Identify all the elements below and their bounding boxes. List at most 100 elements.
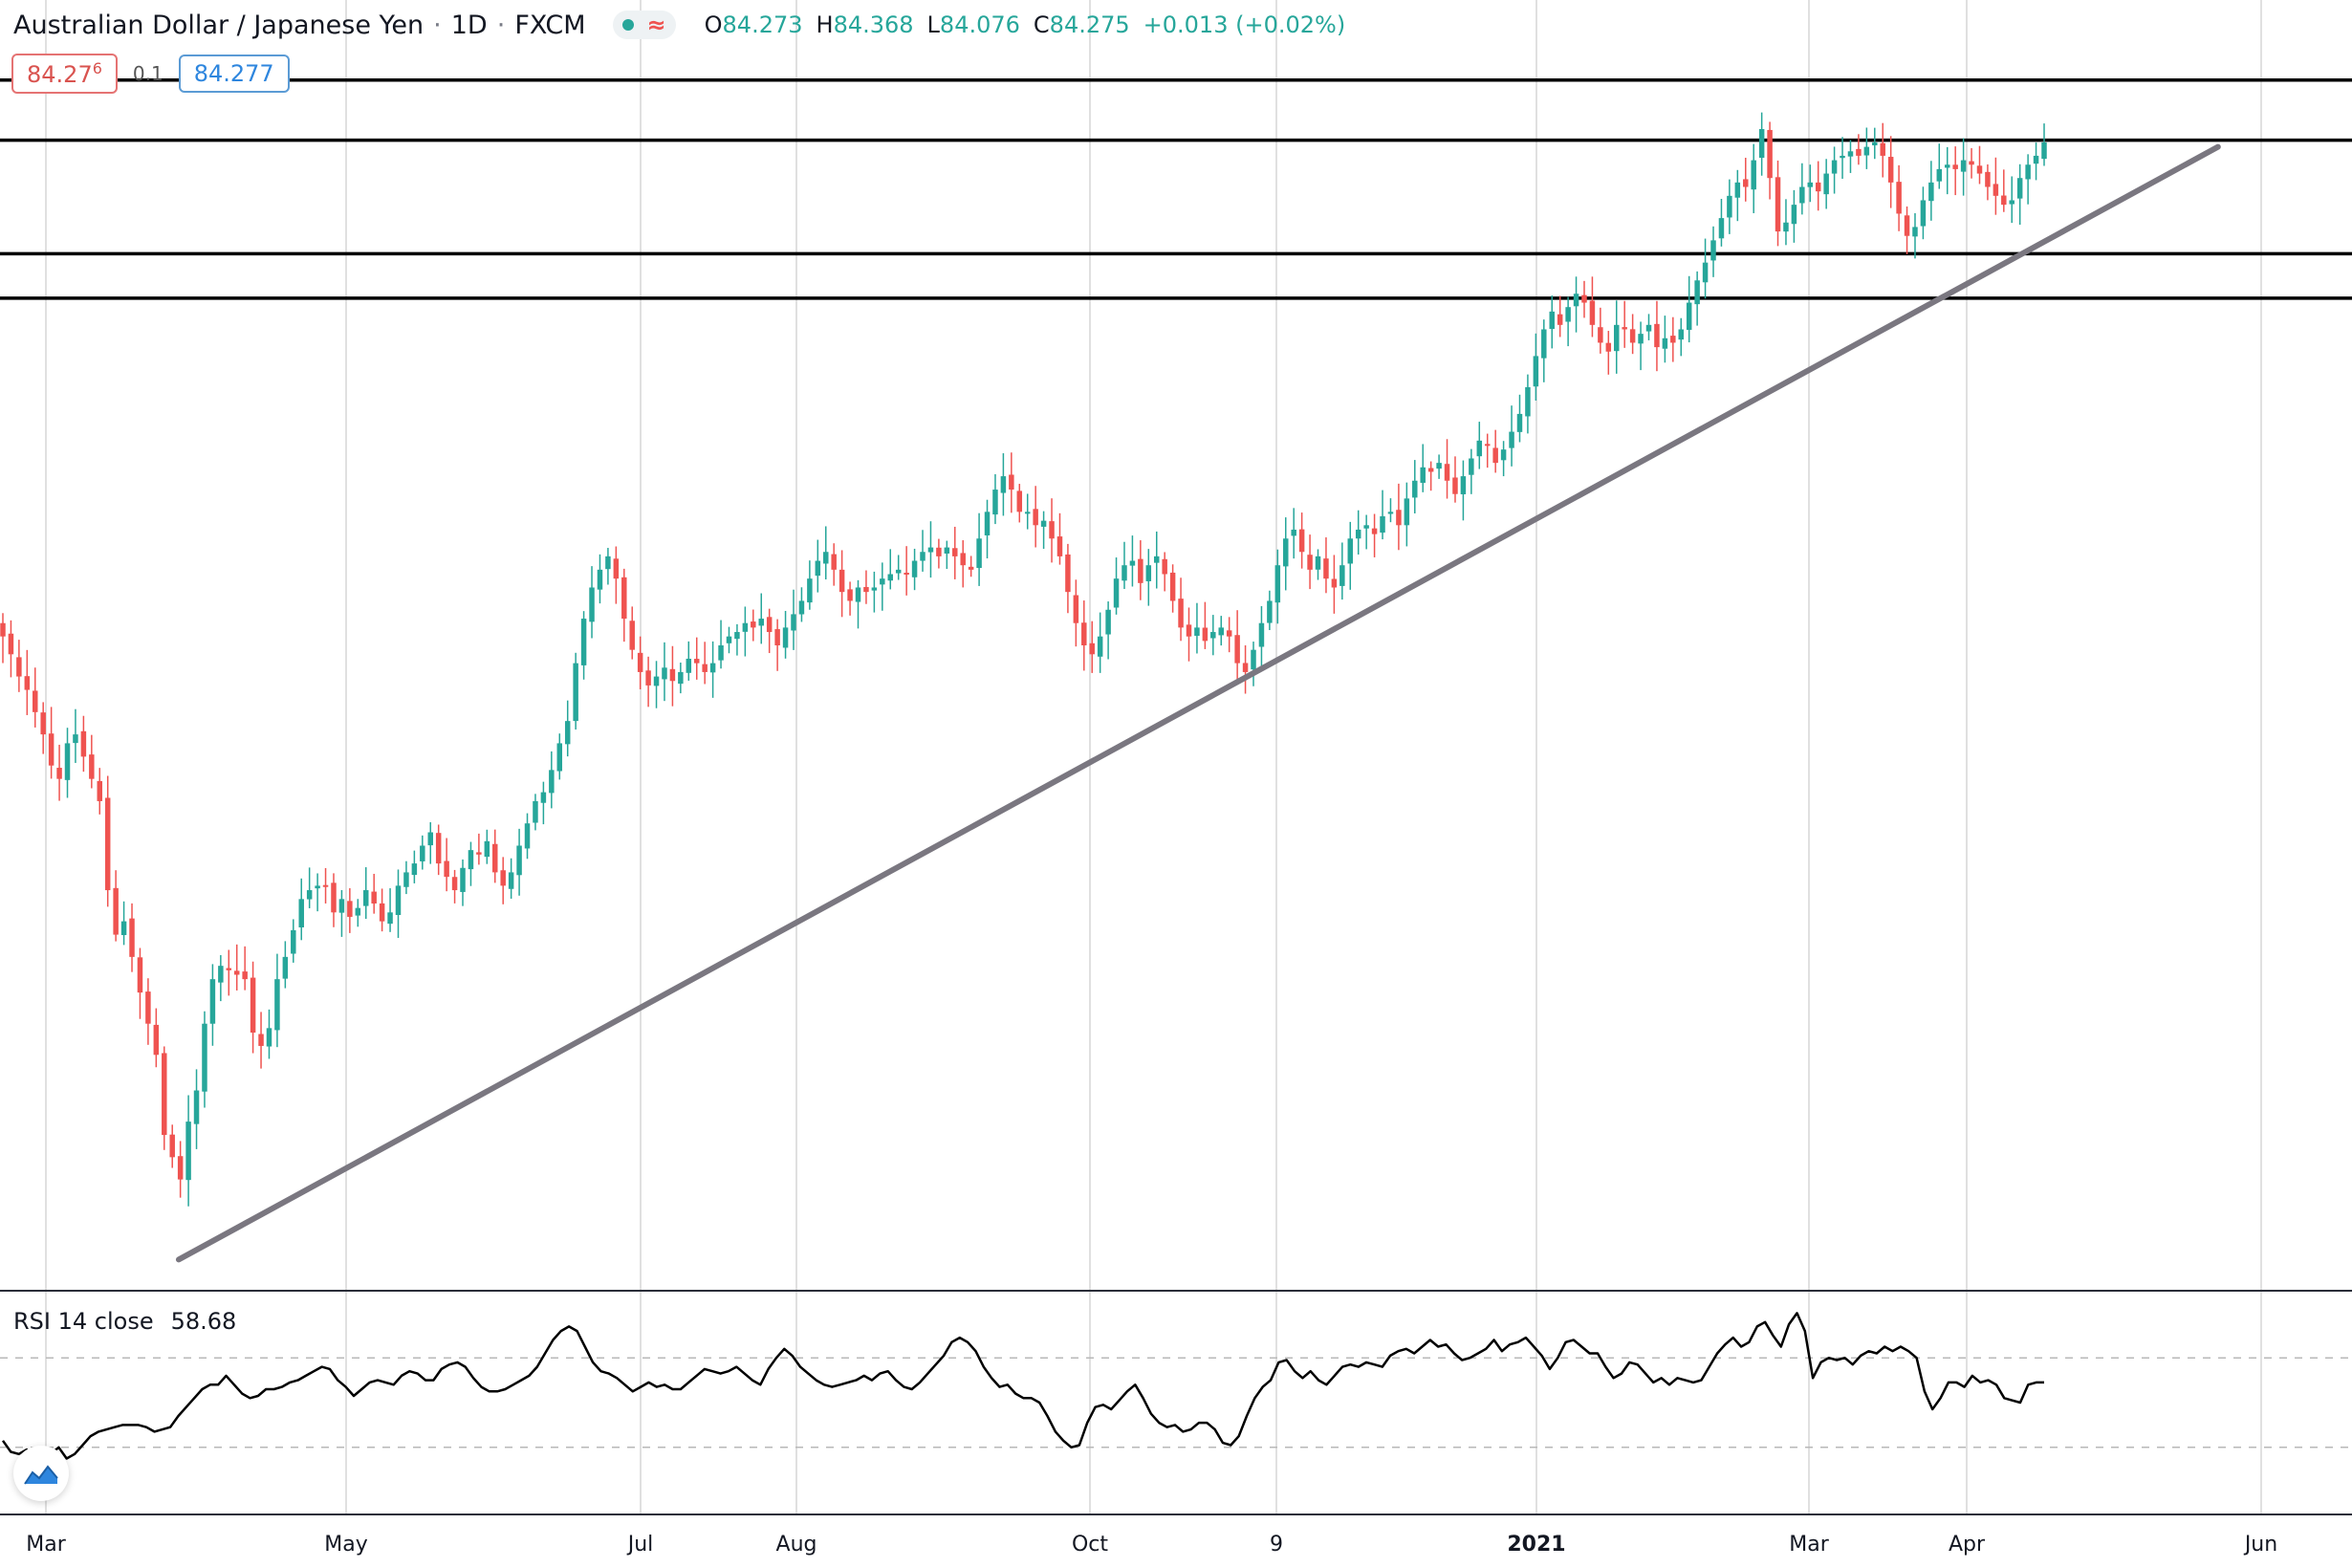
candle: [2001, 169, 2007, 212]
candle: [597, 554, 603, 604]
candle: [589, 566, 595, 639]
candle: [540, 781, 547, 825]
candle: [1516, 394, 1523, 443]
candle: [1896, 164, 1902, 231]
candle: [371, 873, 377, 914]
market-status-pill[interactable]: ≈: [612, 11, 676, 39]
candle: [1387, 498, 1394, 523]
candle: [1298, 512, 1305, 569]
time-axis[interactable]: Mar May Jul Aug Oct 9 2021 Mar Apr Jun: [26, 1533, 2277, 1557]
candle: [693, 637, 700, 680]
candle: [1856, 134, 1862, 165]
candle: [1169, 564, 1176, 613]
candle: [1758, 112, 1765, 176]
x-tick-label: 9: [1270, 1533, 1283, 1557]
candle: [1775, 160, 1781, 247]
candle: [1686, 275, 1692, 343]
tradingview-logo-icon[interactable]: [13, 1446, 69, 1501]
candle: [1436, 454, 1442, 479]
candle: [73, 708, 78, 763]
candle: [274, 953, 280, 1048]
candle: [1904, 206, 1910, 254]
candle: [1153, 531, 1160, 589]
buy-button[interactable]: 84.277: [178, 54, 290, 93]
candle: [331, 873, 337, 927]
candle: [718, 620, 724, 669]
candle: [774, 619, 780, 671]
candle: [1056, 512, 1063, 565]
ascending-trendline[interactable]: [175, 143, 2221, 1263]
candle: [880, 562, 885, 611]
rsi-label[interactable]: RSI 14 close: [13, 1308, 154, 1335]
candle: [838, 550, 845, 618]
candle: [1194, 602, 1200, 654]
candle: [855, 579, 861, 629]
candlestick-series: [0, 112, 2047, 1207]
candle: [1363, 514, 1369, 550]
candle: [1355, 510, 1361, 555]
trade-buttons: 84.276 0.1 84.277: [11, 54, 290, 94]
candle: [387, 888, 393, 932]
candle: [1113, 557, 1120, 615]
symbol-name[interactable]: Australian Dollar / Japanese Yen: [13, 10, 425, 40]
candle: [1710, 226, 1716, 277]
x-tick-label: Mar: [26, 1533, 66, 1557]
candle: [1186, 607, 1192, 662]
candle: [1016, 484, 1023, 523]
candle: [1081, 600, 1087, 671]
candle: [1952, 146, 1958, 196]
candle: [766, 608, 773, 654]
candle: [427, 821, 433, 864]
candle: [1783, 199, 1789, 246]
candle: [226, 949, 232, 996]
candle: [145, 978, 151, 1045]
candle: [662, 642, 667, 702]
candle: [89, 734, 95, 789]
candle: [782, 610, 789, 659]
candle: [944, 540, 950, 570]
interval-label[interactable]: 1D: [450, 10, 488, 40]
candle: [1274, 549, 1281, 624]
candle: [104, 775, 111, 907]
x-tick-label: 2021: [1507, 1533, 1565, 1557]
wave-icon: ≈: [646, 11, 666, 38]
candle: [1573, 276, 1579, 333]
x-tick-label: Oct: [1072, 1533, 1108, 1557]
candle: [1049, 498, 1055, 563]
candle: [823, 526, 829, 580]
candle: [242, 946, 248, 991]
candle: [1089, 621, 1095, 673]
candle: [1872, 127, 1878, 160]
candle: [742, 606, 749, 657]
candle: [1541, 319, 1547, 382]
candle: [48, 707, 54, 779]
candle: [678, 662, 684, 694]
candle: [895, 555, 902, 580]
candle: [1887, 136, 1894, 208]
candle: [1452, 456, 1458, 503]
candle: [516, 828, 522, 896]
support-resistance-levels[interactable]: [0, 78, 2352, 300]
cloud-chart-icon: [24, 1465, 58, 1485]
candle: [1469, 448, 1474, 494]
candle: [1380, 490, 1385, 540]
candle: [1654, 300, 1660, 372]
candle: [1629, 314, 1636, 355]
candle: [952, 526, 958, 579]
candle: [508, 858, 514, 899]
candle: [1500, 441, 1507, 477]
sell-button[interactable]: 84.276: [11, 54, 118, 94]
candle: [524, 813, 531, 860]
candle: [16, 640, 22, 692]
candle: [573, 652, 578, 730]
candle: [2041, 123, 2047, 166]
candle: [1605, 331, 1612, 375]
candle: [1073, 579, 1079, 647]
candle: [645, 656, 651, 708]
candle: [976, 512, 982, 586]
candle: [709, 641, 716, 698]
candle: [137, 947, 143, 1019]
candle: [1589, 276, 1596, 338]
candle: [363, 867, 369, 920]
